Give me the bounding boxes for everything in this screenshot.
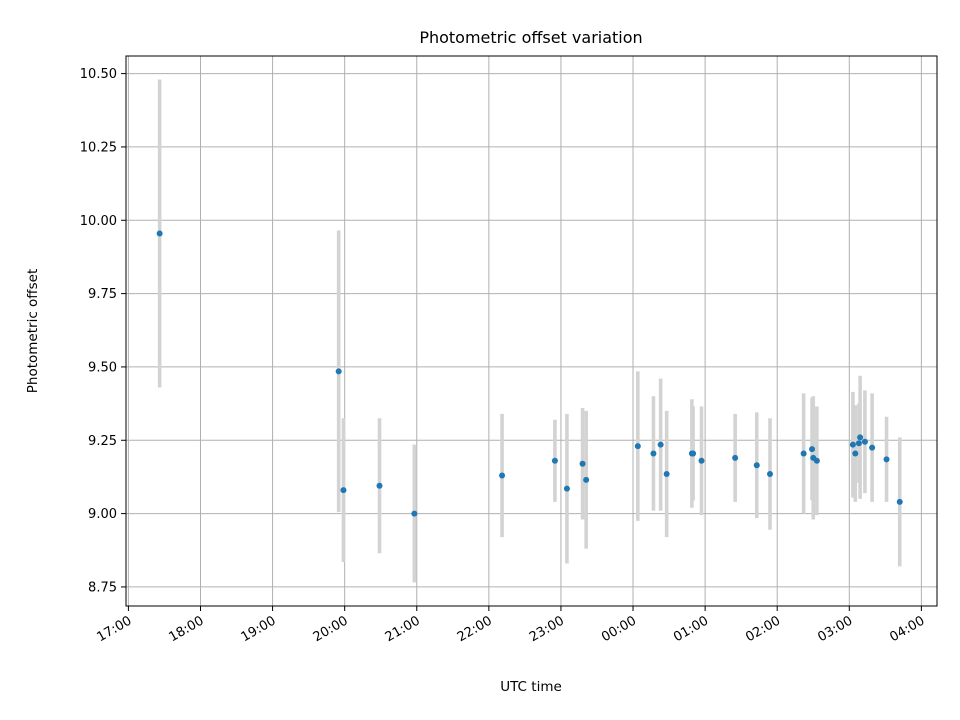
data-point [861,438,868,445]
data-point [732,454,739,461]
y-tick-label: 8.75 [88,580,117,595]
data-point [411,510,418,517]
data-point [869,444,876,451]
data-point [849,441,856,448]
data-point [855,440,862,447]
x-tick-label: 22:00 [455,613,495,645]
data-point [579,460,586,467]
data-point [156,230,163,237]
data-point [583,476,590,483]
x-tick-label: 01:00 [671,613,711,645]
data-point [663,471,670,477]
y-tick-label: 10.25 [80,140,117,155]
plot-frame [125,55,938,607]
data-point [340,487,347,494]
data-point [634,443,641,450]
x-tick-label: 03:00 [815,613,855,645]
data-point [753,462,760,469]
y-tick-label: 10.50 [80,67,117,82]
x-tick-label: 21:00 [383,613,423,645]
data-points [156,230,903,517]
data-point [857,434,864,441]
y-axis-ticks: 8.75 9.00 9.25 9.50 9.75 10.00 10.25 10.50 [80,67,126,595]
x-tick-label: 18:00 [167,613,207,645]
x-tick-label: 04:00 [887,613,927,645]
x-tick-label: 20:00 [311,613,351,645]
error-bars [157,79,902,583]
y-tick-label: 9.50 [88,360,117,375]
x-tick-label: 17:00 [94,613,134,645]
data-point [766,471,773,477]
x-tick-label: 02:00 [743,613,783,645]
data-point [551,457,558,464]
data-point [809,446,816,453]
grid [126,56,937,606]
chart-title: Photometric offset variation [419,28,642,47]
data-point [813,457,820,464]
data-point [650,450,657,457]
x-axis-ticks: 17:00 18:00 19:00 20:00 21:00 22:00 23:00 00:00… [94,606,927,645]
data-point [883,456,890,463]
data-point [563,485,570,492]
y-tick-label: 9.00 [88,507,117,522]
data-point [800,450,807,457]
data-point [335,368,342,375]
x-axis-label: UTC time [500,679,562,695]
y-tick-label: 9.25 [88,434,117,449]
x-tick-label: 00:00 [599,613,639,645]
data-point [657,441,664,448]
data-point [896,498,903,505]
data-point [852,450,859,457]
x-tick-label: 19:00 [239,613,279,645]
y-tick-label: 10.00 [80,214,117,229]
y-axis-label: Photometric offset [25,269,41,393]
y-tick-label: 9.75 [88,287,117,302]
data-point [499,472,506,479]
data-point [376,482,383,489]
data-point [690,450,697,457]
x-tick-label: 23:00 [527,613,567,645]
data-point [698,457,705,464]
